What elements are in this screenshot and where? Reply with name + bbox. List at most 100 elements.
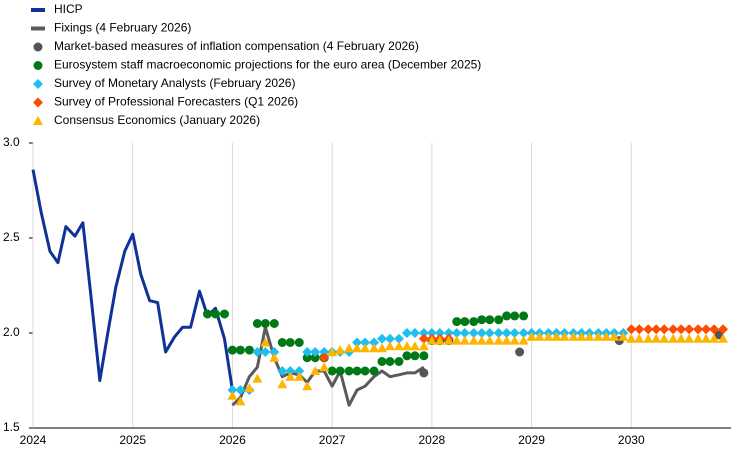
- marker: [352, 366, 362, 376]
- marker: [219, 309, 229, 319]
- marker: [643, 324, 654, 335]
- marker: [377, 343, 387, 353]
- marker: [468, 328, 479, 338]
- marker: [684, 333, 695, 343]
- marker: [559, 331, 570, 341]
- marker: [294, 338, 304, 347]
- x-tick-label: 2027: [319, 433, 346, 447]
- marker: [501, 335, 512, 345]
- marker: [277, 338, 287, 347]
- y-tick-label: 2.5: [3, 230, 20, 244]
- marker: [709, 324, 720, 335]
- legend-swatch: [33, 61, 43, 70]
- marker: [285, 338, 295, 347]
- marker: [718, 333, 729, 343]
- marker: [352, 337, 363, 348]
- marker: [210, 309, 220, 319]
- marker: [634, 324, 645, 335]
- x-tick-label: 2024: [20, 433, 47, 447]
- marker: [684, 324, 695, 335]
- marker: [285, 371, 296, 381]
- marker: [515, 347, 525, 357]
- marker: [477, 315, 487, 325]
- series-line: [31, 169, 234, 391]
- marker: [543, 331, 554, 341]
- marker: [502, 311, 512, 321]
- marker: [426, 328, 437, 338]
- marker: [493, 335, 504, 345]
- marker: [584, 331, 595, 341]
- marker: [494, 315, 504, 325]
- marker: [609, 331, 620, 341]
- marker: [576, 331, 587, 341]
- marker: [452, 317, 462, 327]
- marker: [252, 373, 263, 383]
- marker: [519, 311, 529, 321]
- y-tick-label: 3.0: [3, 135, 20, 149]
- marker: [327, 366, 337, 376]
- marker: [327, 347, 338, 356]
- marker: [360, 366, 370, 376]
- marker: [459, 328, 470, 338]
- marker: [302, 353, 312, 363]
- marker: [510, 311, 520, 321]
- legend-label: Survey of Monetary Analysts (February 20…: [54, 76, 295, 90]
- marker: [227, 390, 238, 400]
- marker: [235, 396, 246, 406]
- marker: [384, 341, 395, 351]
- marker: [401, 328, 412, 338]
- marker: [260, 347, 271, 357]
- marker: [310, 347, 321, 357]
- marker: [568, 331, 579, 341]
- marker: [302, 347, 313, 357]
- marker: [335, 345, 346, 355]
- marker: [369, 343, 380, 353]
- marker: [718, 324, 729, 335]
- marker: [419, 368, 429, 378]
- marker: [394, 357, 404, 366]
- legend-swatch: [33, 116, 43, 125]
- marker: [393, 333, 404, 344]
- marker: [269, 352, 280, 362]
- y-tick-label: 1.5: [3, 420, 20, 434]
- marker: [434, 335, 445, 345]
- marker: [460, 317, 470, 327]
- marker: [509, 335, 520, 345]
- marker: [426, 335, 437, 345]
- y-tick-label: 2.0: [3, 325, 20, 339]
- marker: [626, 324, 637, 335]
- marker: [235, 385, 246, 395]
- marker: [319, 347, 330, 357]
- marker: [294, 371, 305, 381]
- marker: [469, 317, 479, 327]
- marker: [369, 337, 380, 348]
- marker: [493, 328, 504, 338]
- marker: [227, 345, 237, 355]
- marker: [260, 337, 271, 347]
- marker: [418, 333, 429, 344]
- legend-label: Fixings (4 February 2026): [54, 21, 191, 35]
- marker: [451, 335, 462, 345]
- marker: [693, 324, 704, 335]
- marker: [277, 366, 288, 376]
- marker: [518, 335, 529, 345]
- series-line: [231, 325, 425, 407]
- marker: [643, 333, 654, 343]
- marker: [302, 381, 313, 391]
- marker: [310, 353, 320, 363]
- marker: [501, 328, 512, 338]
- marker: [294, 366, 305, 376]
- marker: [310, 366, 321, 375]
- marker: [269, 347, 280, 357]
- marker: [419, 351, 429, 361]
- marker: [203, 309, 212, 319]
- marker: [518, 328, 529, 338]
- marker: [526, 331, 537, 341]
- marker: [601, 331, 612, 341]
- marker: [409, 328, 420, 338]
- marker: [676, 333, 687, 343]
- x-tick-label: 2026: [219, 433, 246, 447]
- marker: [484, 335, 495, 345]
- marker: [618, 331, 629, 341]
